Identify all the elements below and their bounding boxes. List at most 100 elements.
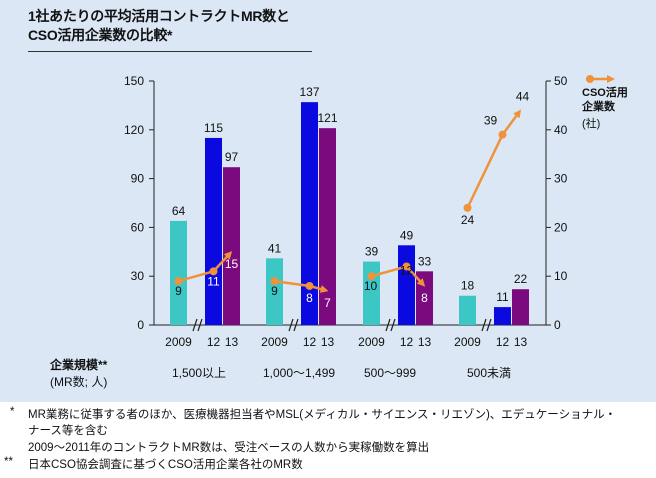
axis-break-mark (197, 318, 203, 332)
bar-value-label-2-1: 49 (400, 228, 414, 242)
line-value-label-0-0: 9 (175, 284, 182, 298)
year-label-13-2: 13 (418, 335, 432, 349)
axis-break-mark (288, 318, 294, 332)
year-label-13-0: 13 (225, 335, 239, 349)
footnote-line-4: 日本CSO協会調査に基づくCSO活用企業各社のMR数 (28, 459, 303, 471)
year-label-2009-1: 2009 (261, 335, 288, 349)
line-value-label-0-2: 15 (225, 257, 239, 271)
axis-break-mark (486, 318, 492, 332)
line-value-label-2-1: 12 (400, 263, 414, 277)
right-tick-label-0: 0 (554, 318, 561, 332)
left-tick-label-3: 90 (131, 172, 145, 186)
bar-0-1 (205, 137, 222, 325)
bar-value-label-2-0: 39 (365, 245, 379, 259)
line-segment-2-b (405, 265, 426, 287)
bar-value-label-1-0: 41 (268, 241, 282, 255)
bar-value-label-1-2: 121 (317, 111, 337, 125)
line-value-label-3-2: 44 (516, 89, 530, 103)
category-label-4: 500未満 (467, 366, 512, 380)
bar-value-label-3-2: 22 (514, 272, 528, 286)
bar-value-label-2-2: 33 (418, 254, 432, 268)
left-tick-label-0: 0 (137, 318, 144, 332)
year-label-13-3: 13 (514, 335, 528, 349)
line-value-label-3-1: 39 (484, 114, 498, 128)
right-tick-label-5: 50 (554, 74, 568, 88)
right-axis-title: CSO活用 企業数 (582, 86, 628, 114)
chart-title-line1: 1社あたりの平均活用コントラクトMR数と (28, 8, 290, 24)
category-label-2: 1,000〜1,499 (263, 366, 336, 380)
chart-title-line2: CSO活用企業数の比較* (28, 27, 173, 43)
x-axis-unit: (MR数; 人) (50, 375, 108, 389)
bar-value-label-0-2: 97 (225, 150, 239, 164)
line-point-1-0 (270, 277, 279, 286)
left-tick-label-2: 60 (131, 220, 145, 234)
footnote-line-1: MR業務に従事する者のほか、医療機器担当者やMSL(メディカル・サイエンス・リエ… (28, 409, 617, 421)
bar-3-0 (459, 295, 476, 325)
line-value-label-1-0: 9 (271, 284, 278, 298)
year-label-12-0: 12 (207, 335, 221, 349)
footnote-mark-2: ** (4, 456, 13, 468)
bar-1-0 (266, 258, 283, 325)
title-underline (28, 51, 312, 52)
axis-break-mark (192, 318, 198, 332)
left-tick-label-1: 30 (131, 269, 145, 283)
line-value-label-2-0: 10 (364, 279, 378, 293)
right-axis-title-line2: 企業数 (582, 101, 615, 113)
right-tick-label-2: 20 (554, 220, 568, 234)
bar-value-label-3-0: 18 (461, 279, 475, 293)
axis-break-mark (293, 318, 299, 332)
line-point-0-1 (209, 267, 218, 276)
axis-break-mark (390, 318, 396, 332)
line-segment-3-a (466, 134, 504, 209)
year-label-2009-2: 2009 (358, 335, 385, 349)
line-value-label-0-1: 11 (207, 274, 220, 288)
bar-0-0 (170, 220, 187, 325)
right-tick-label-3: 30 (554, 172, 568, 186)
line-value-label-2-2: 8 (421, 291, 428, 305)
right-tick-label-4: 40 (554, 123, 568, 137)
right-tick-label-1: 10 (554, 269, 568, 283)
year-label-12-2: 12 (400, 335, 414, 349)
line-point-3-1 (498, 130, 507, 139)
line-value-label-1-1: 8 (306, 291, 313, 305)
line-segment-3-b (501, 109, 522, 136)
bar-0-2 (223, 167, 240, 325)
line-segment-2-a (371, 265, 407, 278)
bar-value-label-1-1: 137 (299, 85, 319, 99)
footnote-line-3: 2009〜2011年のコントラクトMR数は、受注ベースの人数から実稼働数を算出 (28, 442, 430, 454)
line-point-2-1 (402, 262, 411, 271)
year-label-12-3: 12 (496, 335, 510, 349)
bar-2-0 (363, 261, 380, 325)
bar-3-1 (494, 307, 511, 325)
bar-1-2 (319, 128, 336, 325)
bar-value-label-3-1: 11 (496, 290, 509, 304)
bar-2-1 (398, 245, 415, 325)
category-label-1: 1,500以上 (172, 366, 227, 380)
year-label-2009-0: 2009 (165, 335, 192, 349)
year-label-13-1: 13 (321, 335, 335, 349)
line-segment-1-a (274, 279, 310, 288)
year-label-2009-3: 2009 (454, 335, 481, 349)
footnote-line-2: ナース等を含む (28, 425, 108, 437)
year-label-12-1: 12 (303, 335, 317, 349)
left-tick-label-5: 150 (124, 74, 144, 88)
line-point-3-0 (463, 203, 472, 212)
right-axis-title-line1: CSO活用 (582, 87, 628, 99)
left-tick-label-4: 120 (124, 123, 144, 137)
bar-1-1 (301, 102, 318, 325)
line-segment-0-b (212, 251, 233, 273)
bar-value-label-0-1: 115 (204, 121, 223, 135)
bar-3-2 (512, 289, 529, 325)
axis-break-mark (385, 318, 391, 332)
category-label-3: 500〜999 (364, 366, 417, 380)
line-point-1-1 (305, 281, 314, 290)
x-axis-heading: 企業規模** (50, 358, 108, 372)
footnote-mark-1: * (10, 406, 15, 418)
line-value-label-1-2: 7 (324, 296, 331, 310)
legend-point (586, 75, 594, 83)
line-point-2-0 (367, 272, 376, 281)
line-point-0-0 (174, 277, 183, 286)
axis-break-mark (481, 318, 487, 332)
line-value-label-3-0: 24 (461, 213, 475, 227)
